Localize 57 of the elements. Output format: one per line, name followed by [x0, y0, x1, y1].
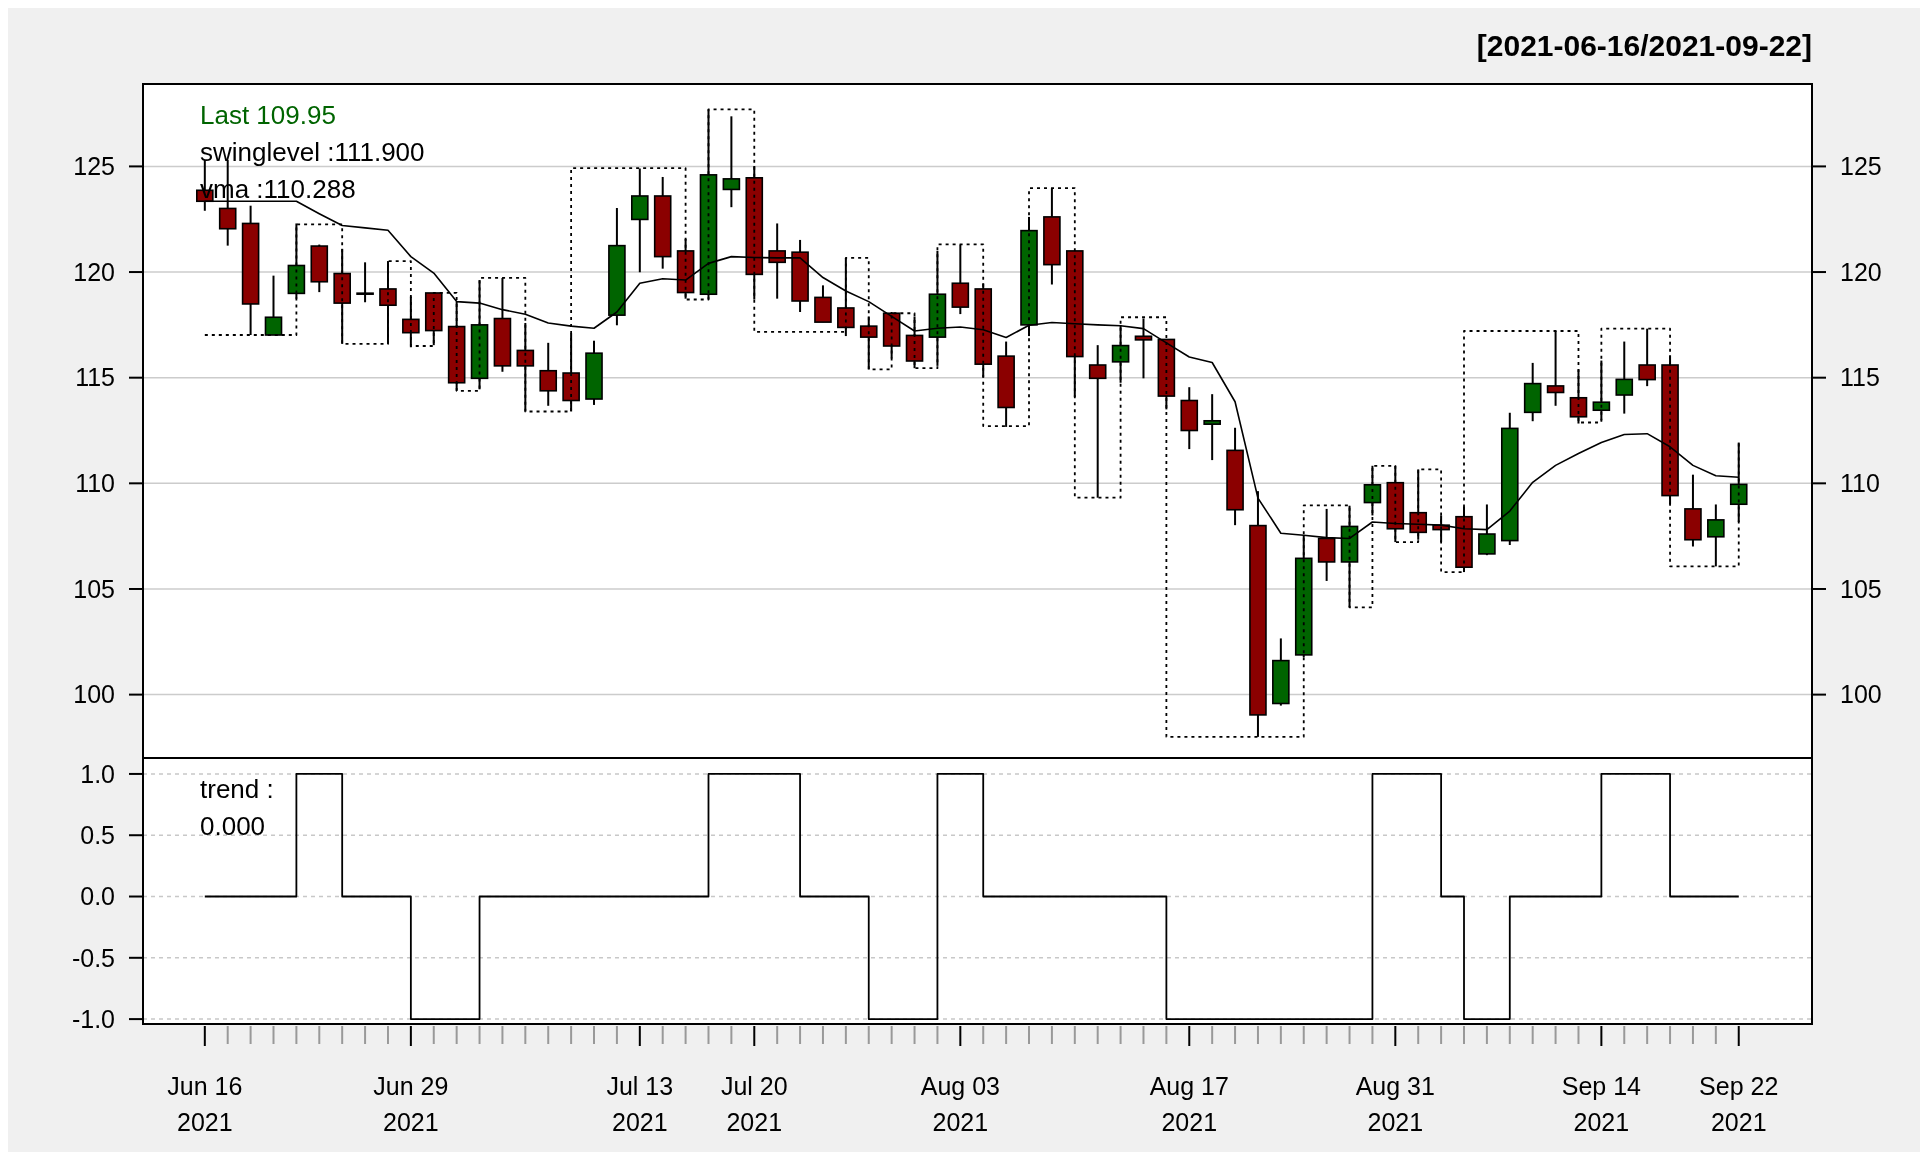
y-tick-label: 110: [75, 469, 115, 498]
x-tick-label: Jun 29 2021: [373, 1071, 449, 1136]
candlestick: [1592, 359, 1611, 422]
candlestick: [264, 274, 283, 337]
x-tick-label: Sep 14 2021: [1561, 1071, 1642, 1136]
y-tick-label: 105: [73, 574, 115, 603]
annotation: trend :: [200, 774, 274, 804]
candlestick: [1707, 503, 1725, 568]
y2-tick-label: 115: [1840, 363, 1880, 392]
y-tick-label: -1.0: [71, 1004, 115, 1033]
annotation: 0.000: [200, 811, 266, 841]
candlestick: [722, 115, 741, 209]
candlestick: [470, 279, 489, 391]
candlestick: [951, 243, 970, 316]
candlestick: [905, 315, 924, 370]
candlestick: [928, 249, 947, 367]
candlestick: [1363, 464, 1382, 517]
y-tick-label: 125: [73, 152, 115, 181]
candlestick: [287, 222, 306, 300]
candlestick: [1020, 215, 1038, 338]
annotation: Last 109.95: [200, 100, 336, 130]
x-tick-label: Sep 22 2021: [1699, 1071, 1779, 1136]
x-tick-label: Aug 31 2021: [1355, 1071, 1435, 1136]
y-tick-label: 120: [73, 257, 115, 286]
candlestick: [1569, 368, 1588, 425]
y-tick-label: 100: [73, 680, 115, 709]
x-tick-label: Jun 16 2021: [167, 1071, 243, 1136]
x-tick-label: Jul 20 2021: [720, 1071, 788, 1136]
y-tick-label: 115: [75, 363, 115, 392]
x-tick-label: Aug 17 2021: [1149, 1071, 1229, 1136]
candlestick: [1661, 354, 1679, 506]
candlestick: [1546, 329, 1565, 407]
candlestick: [356, 261, 374, 304]
candlestick: [1065, 249, 1084, 398]
candlestick: [424, 291, 443, 347]
y2-tick-label: 110: [1840, 469, 1880, 498]
y2-tick-label: 105: [1840, 574, 1882, 603]
candlestick: [539, 341, 558, 407]
y-tick-label: 1.0: [80, 759, 115, 788]
candlestick: [1088, 344, 1107, 499]
candlestick: [1111, 324, 1130, 384]
chart-title: [2021-06-16/2021-09-22]: [1476, 29, 1812, 62]
y2-tick-label: 100: [1840, 680, 1882, 709]
candlestick: [1203, 393, 1221, 462]
candlestick: [676, 237, 695, 300]
candlestick: [630, 167, 649, 274]
y2-tick-label: 120: [1840, 257, 1882, 286]
candlestick: [1134, 317, 1153, 380]
x-tick-label: Jul 13 2021: [606, 1071, 674, 1136]
annotation: swinglevel :111.900: [200, 137, 425, 167]
y-tick-label: 0.0: [80, 882, 115, 911]
y2-tick-label: 125: [1840, 152, 1882, 181]
y-tick-label: -0.5: [71, 943, 115, 972]
y-tick-label: 0.5: [80, 820, 115, 849]
candlestick: [1615, 340, 1634, 415]
candlestick: [1638, 327, 1656, 388]
x-tick-label: Aug 03 2021: [920, 1071, 1000, 1136]
